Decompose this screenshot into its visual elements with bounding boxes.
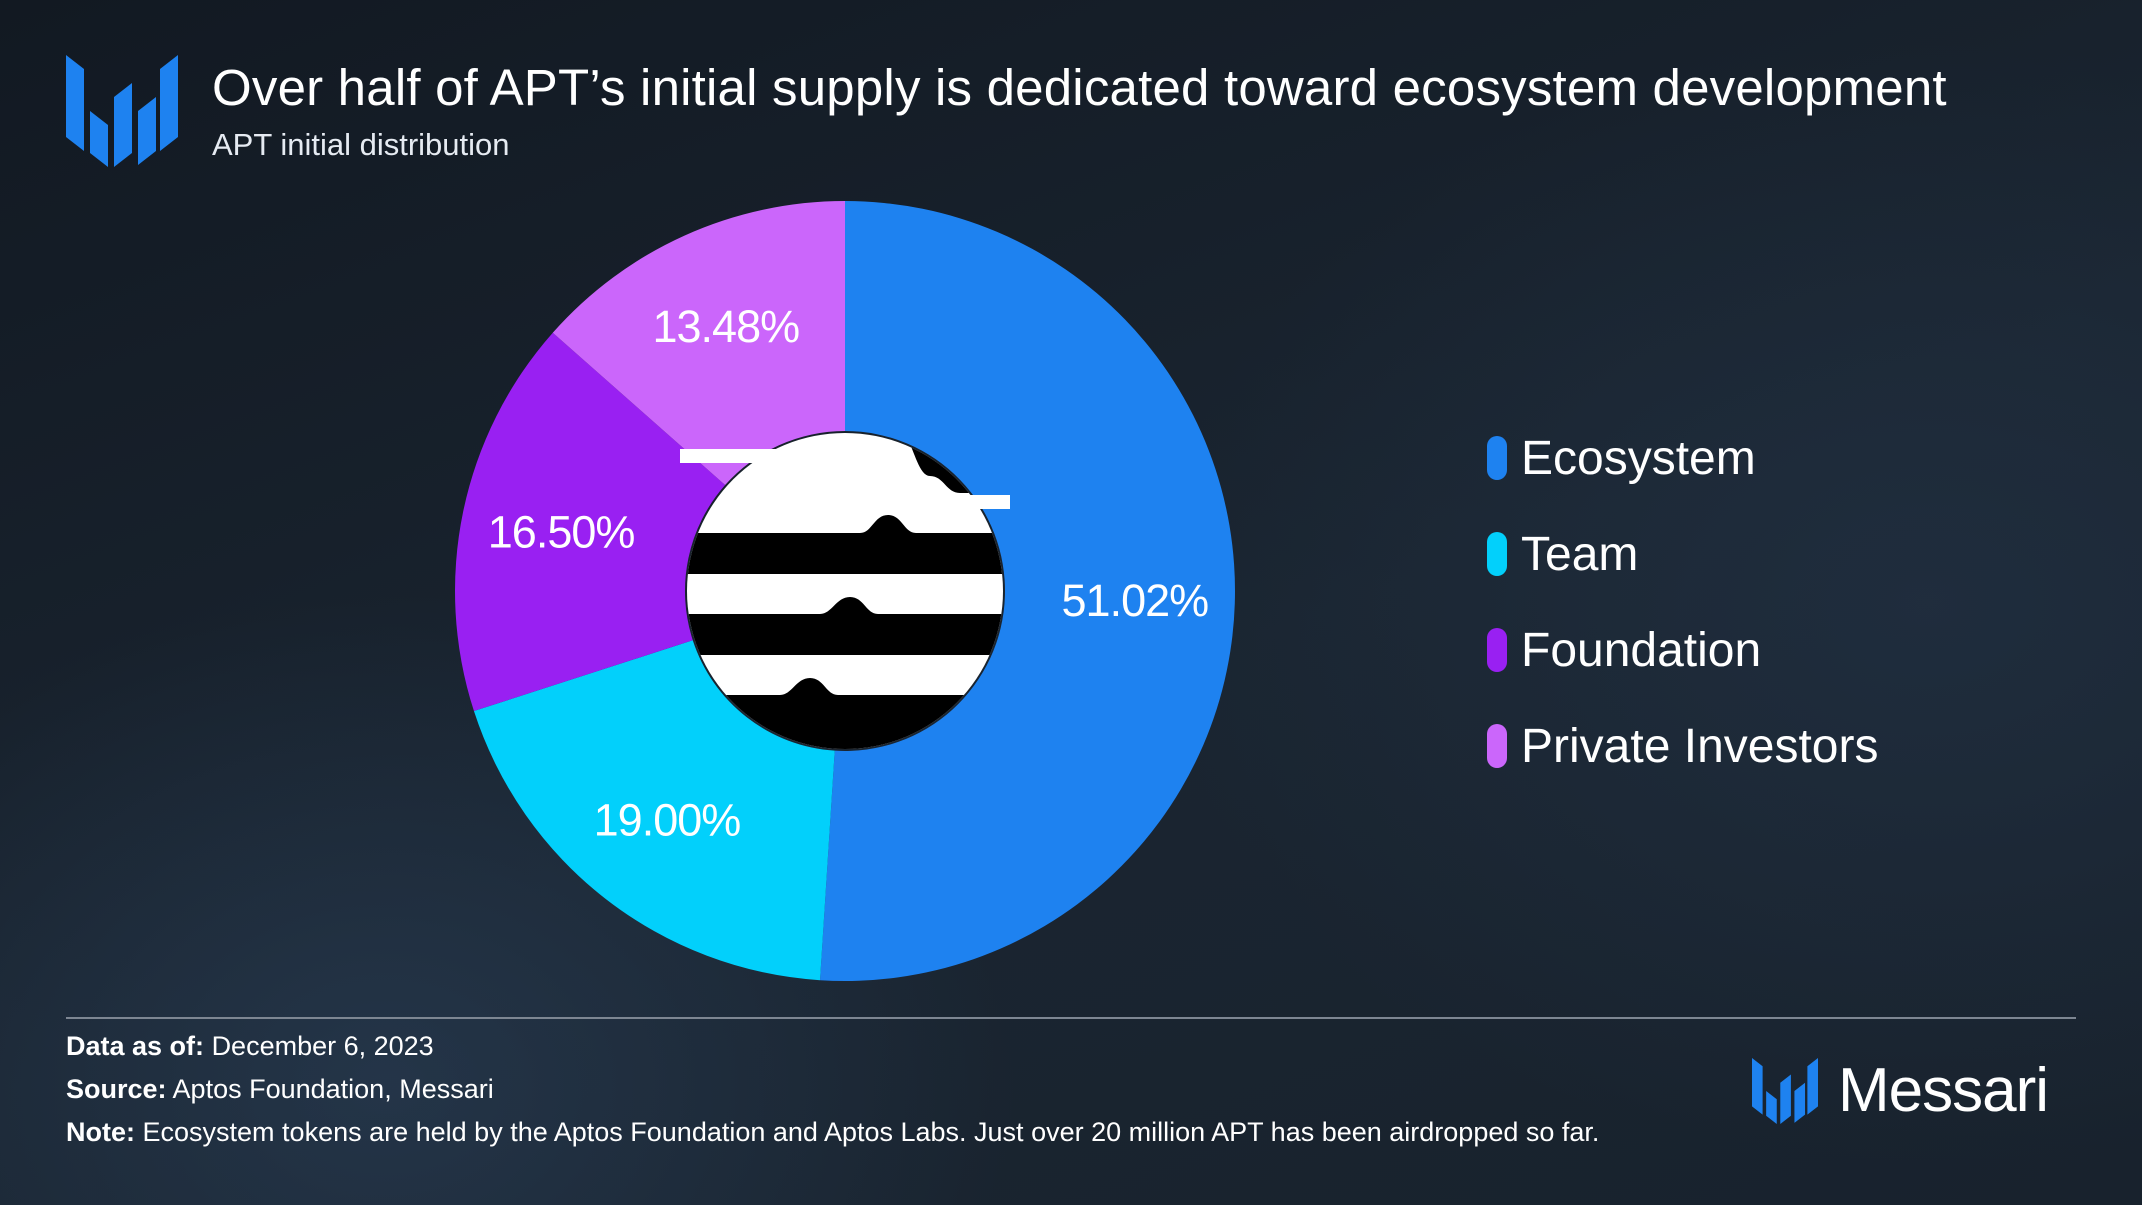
data-as-of-value: December 6, 2023: [211, 1031, 434, 1061]
legend-label-private-investors: Private Investors: [1521, 719, 1879, 773]
data-as-of-label: Data as of:: [66, 1031, 205, 1061]
legend-label-team: Team: [1521, 527, 1639, 581]
footnote-note: Note: Ecosystem tokens are held by the A…: [66, 1117, 1599, 1148]
slice-label-foundation: 16.50%: [488, 506, 635, 557]
chart-title: Over half of APT’s initial supply is ded…: [212, 59, 1947, 116]
legend-swatch-private-investors: [1487, 724, 1507, 768]
slice-team: [473, 640, 835, 981]
slice-private-investors: [552, 201, 845, 486]
footnote-data-as-of: Data as of: December 6, 2023: [66, 1031, 434, 1062]
legend-item-ecosystem: Ecosystem: [1487, 410, 1878, 506]
legend-item-foundation: Foundation: [1487, 602, 1878, 698]
slice-label-ecosystem: 51.02%: [1062, 575, 1209, 626]
note-label: Note:: [66, 1117, 135, 1147]
brand-name: Messari: [1838, 1056, 2049, 1125]
chart-legend: Ecosystem Team Foundation Private Invest…: [1487, 410, 1878, 794]
footnote-source: Source: Aptos Foundation, Messari: [66, 1074, 494, 1105]
footer-divider-right: [1076, 1017, 2076, 1019]
legend-swatch-team: [1487, 532, 1507, 576]
legend-label-ecosystem: Ecosystem: [1521, 431, 1756, 485]
donut-slices: [455, 201, 1236, 982]
source-value: Aptos Foundation, Messari: [172, 1074, 494, 1104]
legend-item-team: Team: [1487, 506, 1878, 602]
source-label: Source:: [66, 1074, 167, 1104]
legend-swatch-foundation: [1487, 628, 1507, 672]
donut-slice-labels: 51.02% 19.00% 16.50% 13.48%: [488, 301, 1209, 845]
slice-ecosystem: [820, 201, 1236, 982]
chart-subtitle: APT initial distribution: [212, 127, 510, 162]
legend-swatch-ecosystem: [1487, 436, 1507, 480]
slice-label-private-investors: 13.48%: [653, 301, 800, 352]
legend-label-foundation: Foundation: [1521, 623, 1762, 677]
brand-logo: Messari: [1752, 1055, 2049, 1126]
legend-item-private-investors: Private Investors: [1487, 698, 1878, 794]
slice-foundation: [455, 332, 726, 712]
note-value: Ecosystem tokens are held by the Aptos F…: [142, 1117, 1600, 1147]
messari-logo-icon: [1752, 1057, 1818, 1124]
slice-label-team: 19.00%: [594, 794, 741, 845]
messari-logo-icon: [66, 55, 178, 167]
footer-divider: [66, 1017, 1076, 1019]
